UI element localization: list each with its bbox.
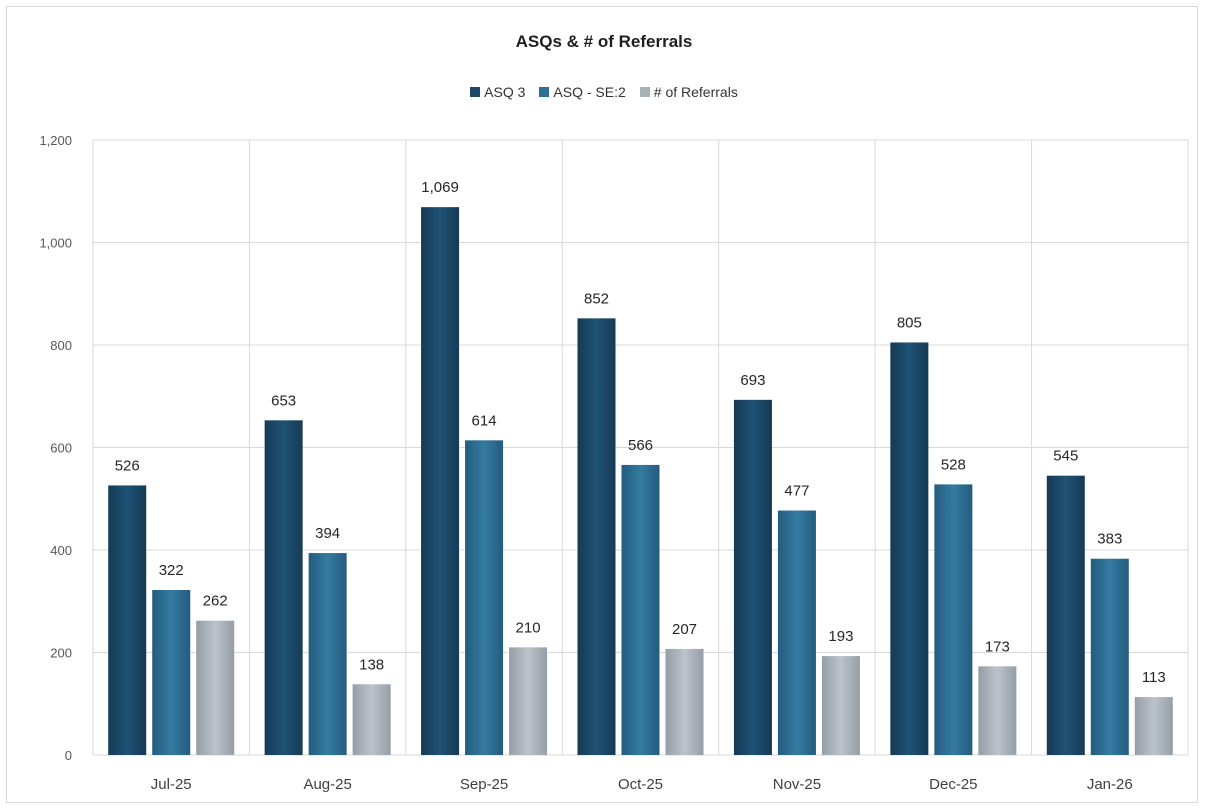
bar-asq-se2 [152,589,191,755]
y-tick-label: 200 [50,646,72,661]
data-label: 653 [271,392,296,409]
bar-referrals [1134,697,1173,755]
legend-label-asq-se2: ASQ - SE:2 [553,84,626,100]
data-label: 383 [1097,531,1122,548]
legend-swatch-asq-se2 [539,87,550,97]
y-tick-label: 1,000 [39,236,72,251]
legend-label-referrals: # of Referrals [653,84,738,100]
bar-referrals [821,656,860,755]
data-label: 210 [516,619,541,636]
data-label: 526 [115,457,140,474]
legend-item-asq-se2: ASQ - SE:2 [539,84,626,100]
bar-asq3 [733,399,772,755]
legend-swatch-asq3 [470,87,481,97]
legend-swatch-referrals [639,87,650,97]
chart-title: ASQs & # of Referrals [515,32,693,51]
bar-asq-se2 [934,484,973,755]
bar-referrals [196,620,235,755]
bar-asq-se2 [308,553,347,755]
bar-asq-se2 [777,510,816,755]
x-tick-label: Nov-25 [773,776,821,793]
legend-item-referrals: # of Referrals [639,84,738,100]
x-axis: Jul-25 Aug-25 Sep-25 Oct-25 Nov-25 Dec-25 Jan-… [151,776,1133,793]
bars [108,207,1173,755]
data-label: 566 [628,437,653,454]
data-label: 477 [784,483,809,500]
data-labels: 526 322 262 653 394 138 1,069 614 210 852 566 207 69… [115,179,1166,686]
bar-asq3 [108,485,147,755]
data-label: 322 [159,562,184,579]
bar-asq3 [1046,475,1085,755]
bar-asq3 [577,318,616,755]
bar-asq-se2 [1090,558,1129,755]
data-label: 173 [985,638,1010,655]
bar-asq-se2 [621,464,660,755]
data-label: 262 [203,593,228,610]
data-label: 545 [1053,448,1078,465]
bar-referrals [509,647,548,755]
legend-label-asq3: ASQ 3 [484,84,526,100]
data-label: 528 [941,456,966,473]
chart-legend: ASQ 3 ASQ - SE:2 # of Referrals [0,84,1208,100]
data-label: 1,069 [421,179,459,196]
data-label: 113 [1142,669,1166,686]
bar-referrals [665,648,704,755]
data-label: 693 [740,372,765,389]
y-tick-label: 0 [65,748,72,763]
data-label: 193 [828,628,853,645]
y-tick-label: 600 [50,441,72,456]
bar-asq3 [890,342,929,755]
x-tick-label: Sep-25 [460,776,508,793]
data-label: 394 [315,525,340,542]
y-tick-label: 1,200 [39,133,72,148]
data-label: 138 [359,656,384,673]
bar-referrals [978,666,1017,755]
data-label: 852 [584,290,609,307]
y-tick-label: 800 [50,338,72,353]
data-label: 207 [672,621,697,638]
x-tick-label: Dec-25 [929,776,977,793]
y-tick-label: 400 [50,543,72,558]
legend-item-asq3: ASQ 3 [470,84,525,100]
data-label: 805 [897,314,922,331]
x-tick-label: Jan-26 [1087,776,1133,793]
bar-asq3 [421,207,460,755]
data-label: 614 [472,412,497,429]
bar-referrals [352,684,391,755]
x-tick-label: Jul-25 [151,776,192,793]
x-tick-label: Aug-25 [303,776,351,793]
bar-asq-se2 [465,440,504,755]
y-axis: 0 200 400 600 800 1,000 1,200 [39,133,72,763]
bar-asq3 [264,420,303,755]
x-tick-label: Oct-25 [618,776,663,793]
